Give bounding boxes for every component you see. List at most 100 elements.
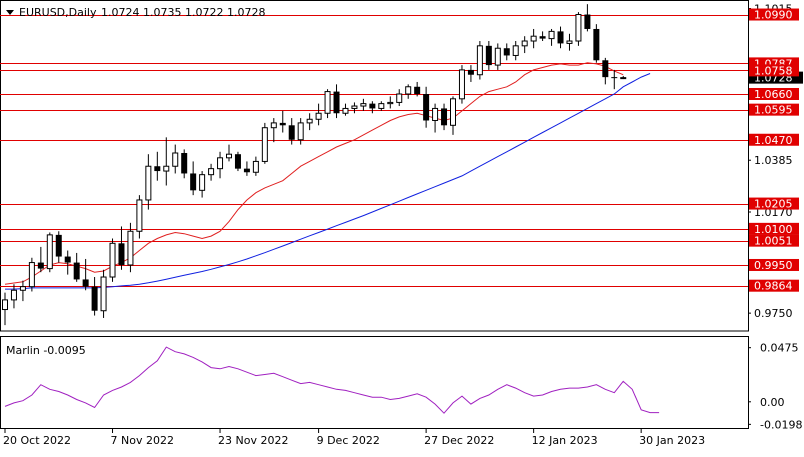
level-pill-label: 1.0990 [754,9,793,22]
candle-61 [548,28,555,46]
candle-body-bull [432,107,439,121]
candle-6 [55,231,62,263]
candle-2 [19,280,26,302]
candle-42 [378,101,385,111]
candle-body-bull [530,35,537,42]
candle-32 [288,118,295,145]
candle-10 [91,277,98,316]
candle-body-bull [10,289,17,301]
candle-body-bull [342,107,349,114]
candle-body-bear [584,14,591,29]
candle-body-bull [217,157,224,170]
candle-1 [10,284,17,309]
candle-4 [37,246,44,273]
x-tick-label: 12 Jan 2023 [532,434,598,447]
indicator-tick-label: 0.0475 [760,342,799,355]
candle-body-bull [566,40,573,44]
level-pill-label: 0.9950 [754,259,793,272]
candle-body-bear [190,173,197,191]
candle-body-bull [575,14,582,42]
candle-29 [261,122,268,164]
candle-body-bull [252,160,259,173]
candle-13 [118,226,125,270]
candle-69 [620,75,627,80]
candle-57 [512,41,519,61]
candle-8 [73,252,80,282]
candle-body-bear [611,77,618,79]
candle-39 [351,102,358,114]
candle-body-bear [467,69,474,75]
candle-3 [28,257,35,292]
candle-body-bear [234,154,241,169]
candle-body-bull [199,174,206,191]
candle-body-bull [109,242,116,278]
candle-31 [279,110,286,133]
candle-55 [494,43,501,70]
candle-body-bear [333,91,340,114]
candle-body-bear [91,286,98,311]
ma-blue-line [5,73,651,290]
candle-50 [450,96,456,135]
candle-58 [521,36,528,54]
candle-body-bull [387,101,394,105]
candle-body-bear [82,279,89,287]
candle-67 [602,57,609,85]
candle-body-bear [441,108,448,126]
candle-body-bear [593,28,600,61]
candle-body-bear [243,168,250,173]
candle-14 [127,222,134,273]
marlin-line [4,346,660,414]
candle-body-bull [458,69,465,100]
candle-body-bull [261,127,268,162]
candle-body-bear [414,86,421,94]
candle-54 [485,41,492,70]
candle-body-bull [19,286,26,291]
candle-0 [2,292,8,326]
candle-7 [64,250,71,275]
candle-48 [432,103,439,133]
level-pill-1.0100 [749,222,799,235]
price-tick-label: 1.0385 [754,154,793,167]
candle-5 [46,232,53,273]
candle-body-bear [369,103,376,109]
indicator-pane-border [0,336,749,429]
candle-body-bull [46,234,53,270]
x-tick-label: 23 Nov 2022 [218,434,288,447]
candle-41 [369,101,376,114]
candle-68 [611,69,618,90]
candle-body-bull [315,112,322,120]
level-pill-label: 1.0051 [754,235,793,248]
price-tick-label: 0.9750 [754,307,793,320]
x-tick-label: 9 Dec 2022 [317,434,380,447]
candle-body-bull [396,93,403,103]
candle-33 [297,118,304,145]
level-pill-1.0758 [749,64,799,77]
candle-body-bull [100,276,107,312]
candle-body-bear [118,243,125,265]
candle-19 [172,144,179,174]
candle-body-bull [351,105,358,109]
candle-25 [226,144,232,162]
candle-body-bull [306,118,313,124]
candle-body-bull [378,103,385,109]
candle-27 [243,161,250,176]
candle-62 [557,26,564,49]
level-pill-label: 1.0758 [754,64,793,77]
candle-body-bear [37,262,44,269]
candle-51 [458,65,465,104]
dropdown-triangle-icon[interactable] [6,10,14,15]
candle-18 [163,137,170,186]
candle-16 [145,154,152,210]
candle-15 [136,195,143,239]
symbol-label: EURUSD,Daily [19,6,97,19]
candle-17 [154,151,161,181]
candle-body-bull [127,230,134,266]
candle-body-bull [512,45,519,56]
candle-64 [575,12,582,46]
candle-body-bull [2,299,8,311]
candle-body-bull [208,168,215,176]
candle-body-bear [64,256,71,263]
candle-body-bull [521,40,528,47]
